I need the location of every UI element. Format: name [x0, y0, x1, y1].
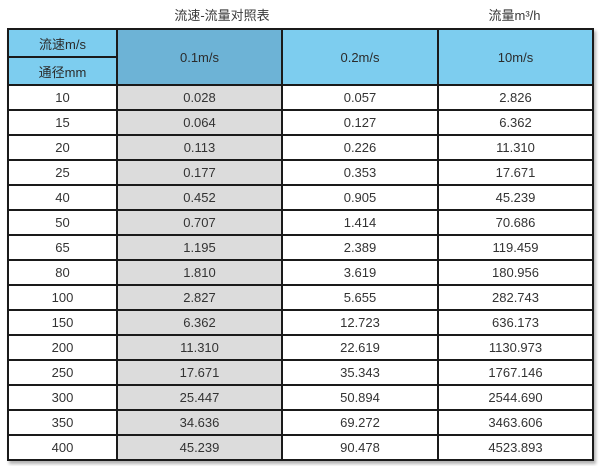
flow-value-cell: 6.362 — [437, 109, 594, 136]
flow-value-cell: 34.636 — [116, 409, 283, 436]
table-row: 100 2.827 5.655 282.743 — [7, 284, 594, 311]
diameter-cell: 65 — [7, 234, 118, 261]
flow-value-cell: 35.343 — [281, 359, 439, 386]
diameter-cell: 15 — [7, 109, 118, 136]
table-row: 40 0.452 0.905 45.239 — [7, 184, 594, 211]
table-row: 10 0.028 0.057 2.826 — [7, 84, 594, 111]
flow-value-cell: 0.113 — [116, 134, 283, 161]
table-row: 350 34.636 69.272 3463.606 — [7, 409, 594, 436]
flow-value-cell: 180.956 — [437, 259, 594, 286]
flow-value-cell: 17.671 — [437, 159, 594, 186]
diameter-cell: 80 — [7, 259, 118, 286]
diameter-cell: 10 — [7, 84, 118, 111]
diameter-cell: 40 — [7, 184, 118, 211]
flow-value-cell: 0.064 — [116, 109, 283, 136]
table-row: 150 6.362 12.723 636.173 — [7, 309, 594, 336]
page-title: 流速-流量对照表 — [174, 7, 270, 23]
table-row: 20 0.113 0.226 11.310 — [7, 134, 594, 161]
flow-value-cell: 25.447 — [116, 384, 283, 411]
flow-value-cell: 119.459 — [437, 234, 594, 261]
flow-value-cell: 0.452 — [116, 184, 283, 211]
flow-value-cell: 0.707 — [116, 209, 283, 236]
corner-cell-diameter: 通径mm — [7, 56, 118, 86]
flow-value-cell: 70.686 — [437, 209, 594, 236]
diameter-cell: 200 — [7, 334, 118, 361]
diameter-cell: 400 — [7, 434, 118, 461]
flow-value-cell: 45.239 — [437, 184, 594, 211]
flow-value-cell: 11.310 — [437, 134, 594, 161]
flow-value-cell: 69.272 — [281, 409, 439, 436]
title-row: 流速-流量对照表 流量m³/h — [7, 0, 592, 28]
flow-value-cell: 11.310 — [116, 334, 283, 361]
diameter-cell: 350 — [7, 409, 118, 436]
flow-value-cell: 4523.893 — [437, 434, 594, 461]
flow-value-cell: 0.226 — [281, 134, 439, 161]
flow-value-cell: 12.723 — [281, 309, 439, 336]
flow-value-cell: 2.826 — [437, 84, 594, 111]
flow-value-cell: 636.173 — [437, 309, 594, 336]
flow-value-cell: 5.655 — [281, 284, 439, 311]
header-row-bottom: 通径mm — [7, 56, 593, 86]
column-header-0-1ms: 0.1m/s — [116, 28, 283, 86]
flow-value-cell: 2.389 — [281, 234, 439, 261]
flow-value-cell: 45.239 — [116, 434, 283, 461]
table-body: 10 0.028 0.057 2.826 15 0.064 0.127 6.362 20 0.11… — [7, 84, 594, 461]
flow-value-cell: 1.414 — [281, 209, 439, 236]
flow-value-cell: 90.478 — [281, 434, 439, 461]
table-row: 400 45.239 90.478 4523.893 — [7, 434, 594, 461]
table-row: 15 0.064 0.127 6.362 — [7, 109, 594, 136]
diameter-cell: 20 — [7, 134, 118, 161]
flow-value-cell: 50.894 — [281, 384, 439, 411]
table-row: 200 11.310 22.619 1130.973 — [7, 334, 594, 361]
flow-value-cell: 17.671 — [116, 359, 283, 386]
flow-value-cell: 3.619 — [281, 259, 439, 286]
table-row: 250 17.671 35.343 1767.146 — [7, 359, 594, 386]
flow-unit-label: 流量m³/h — [488, 7, 541, 23]
flow-value-cell: 3463.606 — [437, 409, 594, 436]
flow-rate-table: 流速m/s 0.1m/s 0.2m/s 10m/s 通径mm 10 0.028 0.… — [7, 28, 594, 461]
flow-value-cell: 6.362 — [116, 309, 283, 336]
flow-value-cell: 1767.146 — [437, 359, 594, 386]
flow-value-cell: 2.827 — [116, 284, 283, 311]
table-row: 300 25.447 50.894 2544.690 — [7, 384, 594, 411]
diameter-cell: 100 — [7, 284, 118, 311]
diameter-cell: 300 — [7, 384, 118, 411]
column-header-10ms: 10m/s — [437, 28, 594, 86]
table-header: 流速m/s 0.1m/s 0.2m/s 10m/s 通径mm — [7, 28, 594, 86]
column-header-0-2ms: 0.2m/s — [281, 28, 439, 86]
diameter-cell: 250 — [7, 359, 118, 386]
flow-value-cell: 0.127 — [281, 109, 439, 136]
flow-value-cell: 0.177 — [116, 159, 283, 186]
table-row: 50 0.707 1.414 70.686 — [7, 209, 594, 236]
diameter-cell: 150 — [7, 309, 118, 336]
flow-value-cell: 1.195 — [116, 234, 283, 261]
flow-value-cell: 22.619 — [281, 334, 439, 361]
corner-cell-velocity: 流速m/s — [7, 28, 118, 58]
diameter-cell: 25 — [7, 159, 118, 186]
table-row: 25 0.177 0.353 17.671 — [7, 159, 594, 186]
table-row: 65 1.195 2.389 119.459 — [7, 234, 594, 261]
flow-value-cell: 0.057 — [281, 84, 439, 111]
flow-value-cell: 2544.690 — [437, 384, 594, 411]
flow-value-cell: 0.905 — [281, 184, 439, 211]
flow-value-cell: 1130.973 — [437, 334, 594, 361]
flow-value-cell: 1.810 — [116, 259, 283, 286]
diameter-cell: 50 — [7, 209, 118, 236]
header-row-top: 流速m/s 0.1m/s 0.2m/s 10m/s — [7, 28, 594, 86]
flow-value-cell: 282.743 — [437, 284, 594, 311]
flow-value-cell: 0.028 — [116, 84, 283, 111]
flow-value-cell: 0.353 — [281, 159, 439, 186]
table-row: 80 1.810 3.619 180.956 — [7, 259, 594, 286]
